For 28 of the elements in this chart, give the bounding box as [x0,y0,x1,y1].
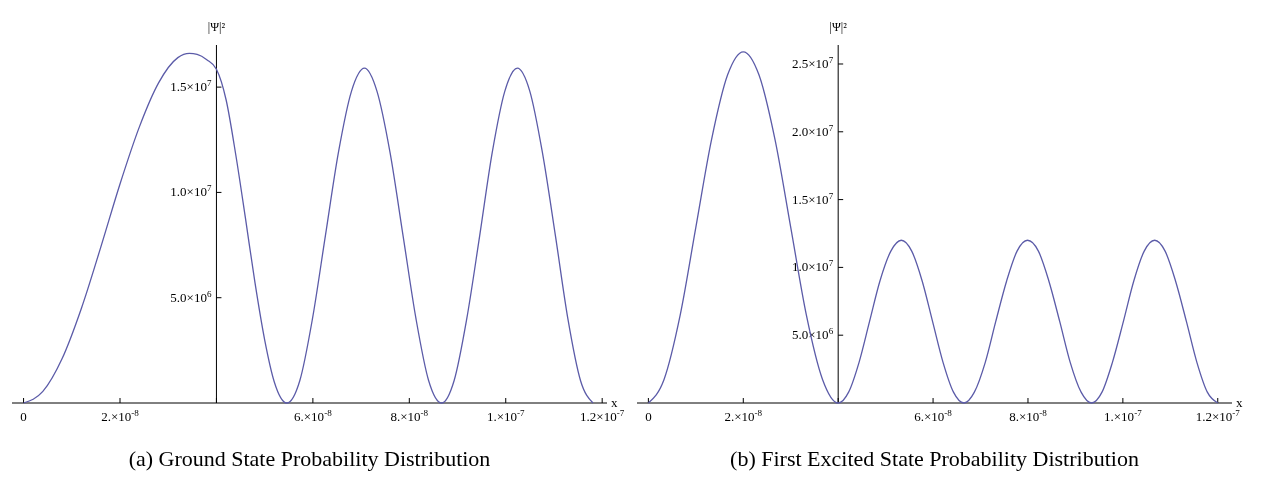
x-tick-label: 0 [645,409,652,424]
line-series [22,52,594,404]
y-tick-label: 1.0×10$^{7}$ [792,258,834,275]
x-tick-label: 1.2×10$^{-7}$ [1195,408,1241,424]
x-tick-label: 2.×10$^{-8}$ [724,408,763,424]
x-tick-label: 8.×10$^{-8}$ [1009,408,1048,424]
x-tick-label: 2.×10$^{-8}$ [101,408,140,424]
x-axis-title: x [611,395,618,410]
y-tick-label: 5.0×10$^{6}$ [792,326,834,343]
x-tick-label: 6.×10$^{-8}$ [294,408,333,424]
line-series [647,51,1219,404]
x-tick-label: 8.×10$^{-8}$ [390,408,429,424]
y-axis-title: |Ψ|² [829,20,848,34]
x-axis-title: x [1236,395,1243,410]
y-axis-title: |Ψ|² [207,20,226,34]
y-tick-label: 2.0×10$^{7}$ [792,122,834,139]
x-tick-label: 6.×10$^{-8}$ [914,408,953,424]
y-tick-label: 2.5×10$^{7}$ [792,54,834,71]
x-tick-label: 1.×10$^{-7}$ [486,408,526,424]
y-tick-label: 1.5×10$^{7}$ [170,78,212,95]
x-tick-label: 0 [20,409,27,424]
text: (a) Ground State Probability Distribution [128,446,491,471]
text: (b) First Excited State Probability Distribution [730,446,1139,471]
y-tick-label: 1.5×10$^{7}$ [792,190,834,207]
x-tick-label: 1.2×10$^{-7}$ [580,408,625,424]
y-tick-label: 5.0×10$^{6}$ [170,288,212,305]
y-tick-label: 1.0×10$^{7}$ [170,183,212,200]
x-tick-label: 1.×10$^{-7}$ [1104,408,1143,424]
